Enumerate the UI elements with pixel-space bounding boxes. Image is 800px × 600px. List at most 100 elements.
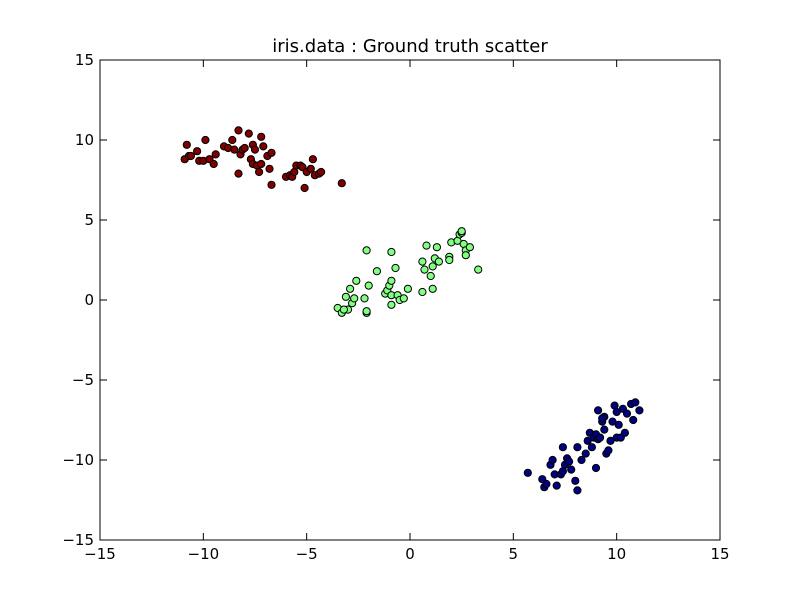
chart-title: iris.data : Ground truth scatter — [272, 36, 548, 57]
x-tick-label: −15 — [84, 545, 116, 563]
scatter-point-series3 — [622, 409, 632, 418]
scatter-point-series3 — [600, 425, 609, 434]
plot-frame — [99, 59, 721, 541]
scatter-point-series3 — [620, 428, 630, 437]
scatter-point-series3 — [583, 436, 592, 445]
x-tick-label: 0 — [405, 545, 415, 563]
scatter-point-series3 — [614, 420, 623, 429]
scatter-point-series3 — [604, 446, 613, 455]
scatter-point-series2 — [426, 271, 435, 281]
y-tick-label: −10 — [62, 451, 94, 469]
scatter-point-series1 — [186, 151, 195, 161]
y-tick-label: −15 — [62, 531, 94, 549]
scatter-point-series1 — [193, 147, 202, 156]
scatter-point-series3 — [594, 406, 603, 415]
scatter-point-series2 — [445, 255, 454, 265]
scatter-point-series2 — [387, 247, 396, 257]
scatter-point-series2 — [432, 243, 441, 252]
scatter-point-series2 — [350, 294, 359, 303]
scatter-point-series1 — [337, 179, 346, 188]
scatter-point-series1 — [250, 145, 260, 154]
scatter-point-series1 — [182, 140, 191, 149]
x-tick-label: −10 — [188, 545, 220, 563]
scatter-point-series2 — [418, 257, 427, 266]
scatter-point-series2 — [339, 305, 348, 314]
scatter-point-series1 — [201, 135, 210, 145]
scatter-point-series2 — [457, 227, 466, 236]
scatter-point-series3 — [591, 463, 601, 473]
scatter-point-series3 — [581, 449, 590, 458]
scatter-point-series3 — [571, 476, 580, 485]
scatter-point-series3 — [565, 457, 574, 466]
scatter-point-series2 — [461, 251, 470, 260]
scatter-point-series2 — [418, 287, 427, 297]
scatter-point-series1 — [308, 155, 317, 164]
scatter-point-series2 — [474, 265, 483, 274]
scatter-point-series2 — [434, 257, 443, 266]
scatter-point-series2 — [362, 307, 371, 316]
scatter-point-series2 — [420, 265, 429, 274]
scatter-point-series3 — [608, 417, 617, 426]
scatter-point-series2 — [465, 243, 474, 252]
scatter-point-series2 — [346, 284, 355, 293]
y-tick-label: 0 — [84, 291, 94, 309]
scatter-point-series1 — [306, 164, 315, 173]
x-tick-label: 10 — [607, 545, 626, 563]
scatter-point-series2 — [364, 281, 373, 290]
scatter-point-series1 — [209, 159, 218, 169]
scatter-point-series1 — [234, 126, 243, 135]
x-tick-label: −5 — [296, 545, 318, 563]
points-layer — [180, 126, 644, 495]
scatter-point-series2 — [360, 294, 369, 303]
scatter-point-series3 — [567, 465, 576, 474]
scatter-point-series3 — [598, 414, 607, 423]
scatter-point-series1 — [265, 164, 274, 173]
scatter-point-series2 — [372, 267, 381, 276]
scatter-point-series2 — [387, 276, 396, 285]
scatter-point-series2 — [403, 284, 412, 293]
scatter-point-series3 — [631, 398, 640, 407]
scatter-point-series1 — [255, 167, 264, 177]
scatter-point-series1 — [234, 169, 243, 178]
x-tick-label: 5 — [509, 545, 519, 563]
scatter-point-series3 — [523, 468, 532, 477]
scatter-point-series1 — [267, 180, 276, 189]
scatter-point-series2 — [422, 241, 431, 250]
scatter-point-series2 — [387, 300, 396, 309]
y-tick-label: −5 — [72, 371, 94, 389]
scatter-point-series1 — [300, 183, 309, 193]
scatter-point-series3 — [612, 407, 621, 417]
scatter-point-series1 — [228, 135, 237, 145]
scatter-point-series2 — [399, 294, 408, 303]
y-tick-label: 5 — [84, 211, 94, 229]
axes-layer: −15 −10 −5 0 5 10 15 −15 −10 −5 0 5 10 15 — [62, 51, 729, 563]
x-tick-label: 15 — [710, 545, 729, 563]
scatter-point-series3 — [552, 481, 561, 490]
scatter-point-series3 — [629, 415, 638, 425]
scatter-point-series3 — [635, 406, 644, 415]
y-tick-label: 15 — [75, 51, 94, 69]
scatter-point-series1 — [257, 159, 266, 169]
scatter-point-series3 — [573, 486, 582, 495]
scatter-point-series3 — [558, 443, 568, 452]
scatter-point-series1 — [259, 142, 268, 151]
scatter-point-series2 — [428, 262, 437, 271]
scatter-point-series1 — [317, 167, 326, 177]
scatter-point-series3 — [596, 433, 605, 442]
scatter-point-series1 — [230, 145, 239, 154]
scatter-point-series3 — [573, 443, 582, 452]
scatter-point-series2 — [352, 276, 361, 285]
scatter-point-series1 — [211, 150, 220, 159]
scatter-point-series1 — [240, 143, 249, 153]
scatter-point-series3 — [542, 479, 551, 489]
scatter-point-series3 — [587, 443, 597, 452]
y-tick-label: 10 — [75, 131, 94, 149]
scatter-point-series2 — [428, 284, 437, 293]
scatter-point-series1 — [244, 129, 253, 138]
scatter-point-series2 — [362, 246, 371, 255]
scatter-point-series1 — [257, 132, 266, 141]
scatter-point-series3 — [548, 455, 557, 465]
scatter-point-series2 — [341, 292, 350, 301]
scatter-point-series1 — [267, 148, 276, 157]
